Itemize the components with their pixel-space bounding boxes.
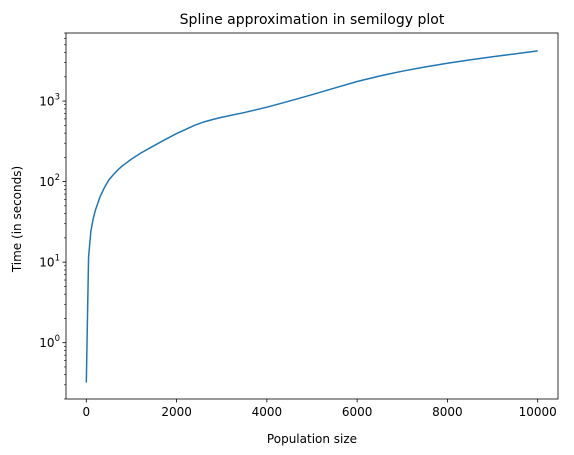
chart-title: Spline approximation in semilogy plot xyxy=(180,12,445,28)
y-tick-label: 103 xyxy=(39,93,60,109)
plot-area: 0 2000 4000 6000 8000 10000 100 101 102 103 xyxy=(39,32,559,419)
axes-frame xyxy=(65,32,559,400)
y-tick-label: 100 xyxy=(39,334,60,350)
y-tick-label: 102 xyxy=(39,173,60,189)
x-tick-label: 4000 xyxy=(252,405,283,419)
y-axis-label: Time (in seconds) xyxy=(10,166,24,273)
y-tick-label: 101 xyxy=(39,254,60,270)
x-tick-label: 10000 xyxy=(519,405,557,419)
x-tick-label: 6000 xyxy=(342,405,373,419)
x-tick-label: 2000 xyxy=(161,405,192,419)
x-tick-label: 8000 xyxy=(432,405,463,419)
series-line-0 xyxy=(85,50,538,383)
x-tick-label: 0 xyxy=(82,405,90,419)
x-axis-label: Population size xyxy=(267,432,357,446)
